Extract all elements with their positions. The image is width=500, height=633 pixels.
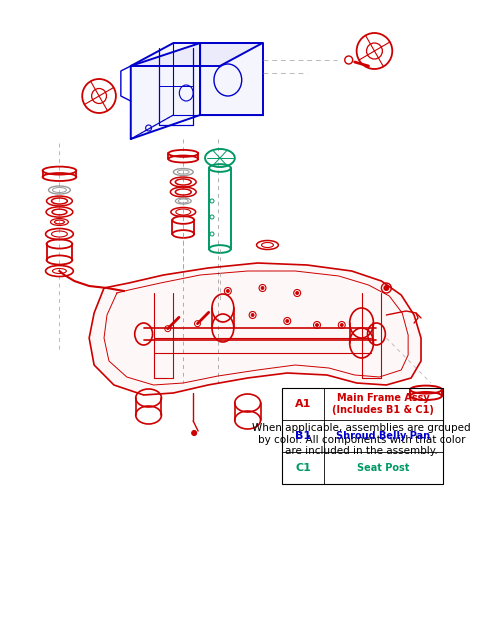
Text: C1: C1 <box>295 463 311 473</box>
Text: Main Frame Assy
(Includes B1 & C1): Main Frame Assy (Includes B1 & C1) <box>332 393 434 415</box>
Circle shape <box>226 289 230 292</box>
Circle shape <box>261 287 264 289</box>
Circle shape <box>296 292 298 294</box>
Text: A1: A1 <box>295 399 312 409</box>
Circle shape <box>192 430 196 436</box>
Text: Seat Post: Seat Post <box>357 463 410 473</box>
Text: When applicable, assemblies are grouped
by color. All components with that color: When applicable, assemblies are grouped … <box>252 423 471 456</box>
Circle shape <box>286 320 289 322</box>
Circle shape <box>251 313 254 316</box>
Circle shape <box>340 323 344 327</box>
Bar <box>282 388 443 484</box>
Circle shape <box>316 323 318 327</box>
Text: Shroud Belly Pan: Shroud Belly Pan <box>336 431 430 441</box>
Text: B1: B1 <box>295 431 311 441</box>
Circle shape <box>384 285 389 291</box>
